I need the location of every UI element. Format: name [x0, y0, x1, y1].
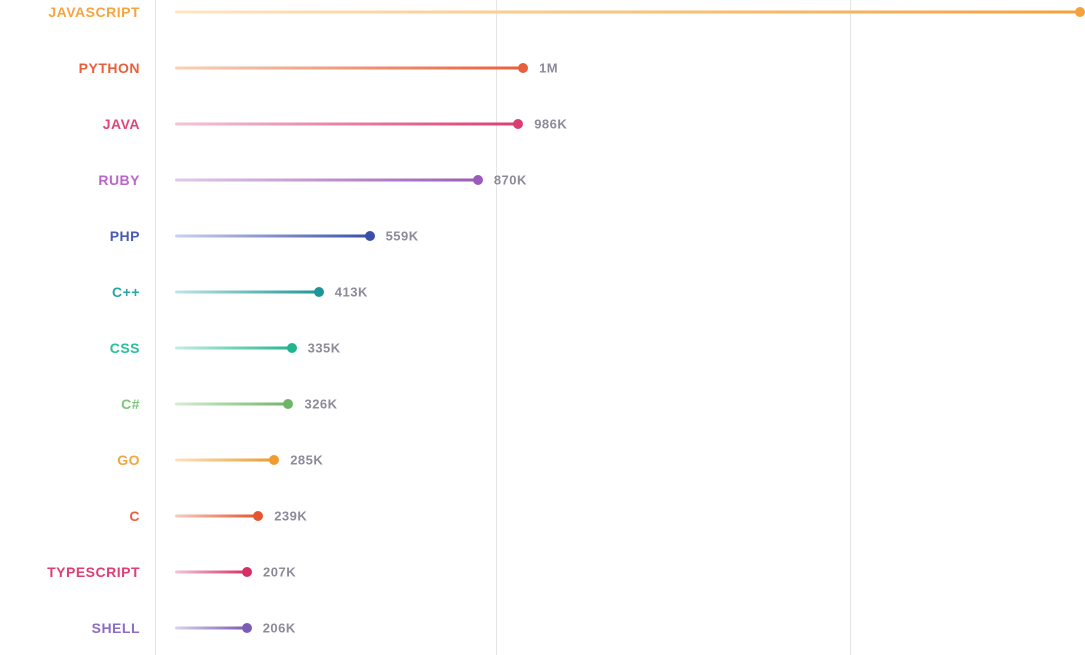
- language-popularity-chart: JAVASCRIPT2. PYTHON 1M JAVA 986K RUBY 870K PHP 5…: [0, 0, 1085, 655]
- bar-endpoint-dot: [365, 231, 375, 241]
- chart-row: C# 326K: [0, 392, 1085, 416]
- gridline: [496, 0, 497, 655]
- bar: [175, 459, 274, 462]
- value-label: 1M: [539, 61, 558, 76]
- bar-endpoint-dot: [283, 399, 293, 409]
- bar-endpoint-dot: [242, 567, 252, 577]
- value-label: 285K: [290, 453, 323, 468]
- bar: [175, 11, 1080, 14]
- chart-row: JAVA 986K: [0, 112, 1085, 136]
- bar-endpoint-dot: [1075, 7, 1085, 17]
- chart-row: SHELL 206K: [0, 616, 1085, 640]
- gridline: [155, 0, 156, 655]
- value-label: 207K: [263, 565, 296, 580]
- chart-row: TYPESCRIPT 207K: [0, 560, 1085, 584]
- bar: [175, 291, 319, 294]
- chart-row: GO 285K: [0, 448, 1085, 472]
- value-label: 413K: [335, 285, 368, 300]
- language-label: PHP: [110, 228, 140, 244]
- bar: [175, 179, 478, 182]
- bar-endpoint-dot: [314, 287, 324, 297]
- language-label: SHELL: [92, 620, 140, 636]
- value-label: 335K: [308, 341, 341, 356]
- bar: [175, 235, 370, 238]
- bar: [175, 347, 292, 350]
- value-label: 206K: [263, 621, 296, 636]
- chart-row: CSS 335K: [0, 336, 1085, 360]
- chart-row: PYTHON 1M: [0, 56, 1085, 80]
- language-label: PYTHON: [79, 60, 140, 76]
- value-label: 239K: [274, 509, 307, 524]
- bar: [175, 123, 518, 126]
- language-label: JAVASCRIPT: [48, 4, 140, 20]
- bar-endpoint-dot: [513, 119, 523, 129]
- bar-endpoint-dot: [473, 175, 483, 185]
- value-label: 986K: [534, 117, 567, 132]
- bar-endpoint-dot: [518, 63, 528, 73]
- language-label: C++: [112, 284, 140, 300]
- language-label: CSS: [110, 340, 140, 356]
- chart-row: C++ 413K: [0, 280, 1085, 304]
- chart-row: C 239K: [0, 504, 1085, 528]
- language-label: RUBY: [98, 172, 140, 188]
- language-label: C#: [121, 396, 140, 412]
- bar-endpoint-dot: [253, 511, 263, 521]
- bar-endpoint-dot: [287, 343, 297, 353]
- language-label: TYPESCRIPT: [47, 564, 140, 580]
- language-label: GO: [117, 452, 140, 468]
- bar: [175, 515, 258, 518]
- language-label: JAVA: [103, 116, 140, 132]
- gridline: [850, 0, 851, 655]
- value-label: 870K: [494, 173, 527, 188]
- chart-row: JAVASCRIPT2.: [0, 0, 1085, 24]
- bar: [175, 67, 523, 70]
- bar-endpoint-dot: [242, 623, 252, 633]
- bar: [175, 403, 288, 406]
- bar-endpoint-dot: [269, 455, 279, 465]
- chart-row: PHP 559K: [0, 224, 1085, 248]
- language-label: C: [129, 508, 140, 524]
- value-label: 326K: [304, 397, 337, 412]
- chart-row: RUBY 870K: [0, 168, 1085, 192]
- bar: [175, 627, 247, 630]
- value-label: 559K: [386, 229, 419, 244]
- bar: [175, 571, 247, 574]
